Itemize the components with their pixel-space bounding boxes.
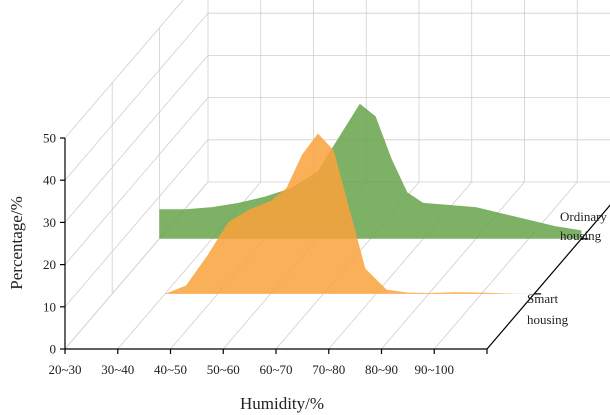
series-label-ordinary-line2: housing (560, 228, 602, 243)
x-tick-label: 80~90 (365, 362, 398, 377)
y-axis-title: Percentage/% (7, 196, 26, 289)
grid-line (64, 55, 209, 223)
series-area-ordinary-housing (159, 103, 582, 239)
y-tick-label: 40 (43, 173, 56, 188)
grid-line (64, 0, 184, 139)
series-label-smart-line2: housing (527, 312, 569, 327)
series-areas (159, 103, 582, 294)
y-tick-label: 10 (43, 299, 56, 314)
depth-axis-line (486, 204, 610, 350)
grid-line (433, 181, 578, 350)
series-label-smart: Smart housing (527, 291, 569, 327)
series-label-smart-line1: Smart (527, 291, 558, 306)
series-label-ordinary: Ordinary housing (560, 209, 610, 243)
x-tick-label: 30~40 (101, 362, 134, 377)
y-tick-label: 30 (43, 215, 56, 230)
grid-line (64, 97, 209, 265)
y-tick-label: 20 (43, 257, 56, 272)
x-axis-title: Humidity/% (240, 394, 324, 413)
y-tick-label: 0 (50, 342, 57, 357)
x-tick-label: 50~60 (207, 362, 240, 377)
x-tick-label: 70~80 (312, 362, 345, 377)
grid-line (64, 181, 209, 350)
tick-labels: 0 10 20 30 40 50 20~30 30~40 40~50 50~60 60~70 70~8… (43, 131, 454, 378)
x-tick-label: 20~30 (48, 362, 81, 377)
x-tick-label: 40~50 (154, 362, 187, 377)
x-tick-label: 90~100 (414, 362, 454, 377)
series-area-smart-housing (164, 133, 535, 294)
grid-line (64, 12, 209, 181)
grid-line (64, 139, 209, 308)
series-label-ordinary-line1: Ordinary (560, 209, 607, 224)
grid-line (381, 181, 525, 350)
y-tick-label: 50 (43, 131, 56, 146)
x-tick-label: 60~70 (259, 362, 292, 377)
axes (60, 137, 610, 354)
